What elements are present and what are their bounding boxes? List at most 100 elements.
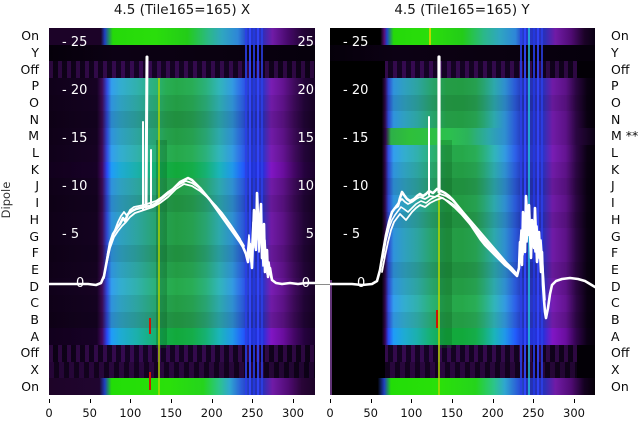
heatmap-row	[49, 178, 315, 195]
dipole-label-right: G	[611, 228, 621, 244]
vertical-marker-line	[149, 318, 151, 334]
dipole-label-right: I	[611, 194, 615, 210]
heatmap-row	[49, 128, 315, 145]
heatmap-row	[49, 361, 315, 379]
heatmap-row	[49, 194, 315, 212]
ytick-label-inside: - 20	[62, 83, 88, 99]
bandpass-trace	[144, 55, 149, 209]
ytick-label-inside: 15	[297, 131, 314, 147]
ytick-label-inside: 20	[297, 83, 314, 99]
heatmap-row	[49, 61, 315, 79]
bandpass-traces	[330, 55, 595, 320]
ytick-label-inside: 0	[301, 276, 310, 292]
vertical-marker-line	[429, 28, 431, 45]
xtick-mark	[492, 398, 494, 403]
xtick-mark	[89, 398, 91, 403]
ytick-label-inside: - 5	[62, 227, 80, 243]
dipole-label-right: X	[611, 361, 620, 377]
xtick-mark	[574, 398, 576, 403]
dipole-label-right: On	[611, 378, 629, 394]
dipole-label-right: Y	[611, 44, 619, 60]
vertical-marker-line	[155, 140, 167, 348]
heatmap-row	[49, 78, 315, 95]
ytick-label-inside: 25	[297, 35, 314, 51]
dipole-label-left: On	[21, 28, 39, 44]
dipole-label-left: P	[31, 78, 39, 94]
dipole-label-left: K	[30, 161, 39, 177]
vertical-marker-line	[245, 28, 247, 395]
vertical-marker-line	[158, 78, 160, 395]
dipole-label-right: C	[611, 295, 620, 310]
xtick-mark	[171, 398, 173, 403]
bandpass-traces	[49, 55, 315, 287]
xtick-mark	[533, 398, 535, 403]
xtick-mark	[411, 398, 413, 403]
bandpass-trace	[103, 180, 245, 279]
xtick-label: 100	[400, 406, 423, 420]
bandpass-trace	[246, 205, 272, 279]
dipole-label-right: N	[611, 111, 621, 127]
heatmap-row	[49, 378, 315, 395]
dipole-label-left: D	[29, 278, 39, 294]
heatmap-row	[49, 161, 315, 179]
ytick-label-inside: - 15	[343, 131, 369, 147]
ytick-label-inside: - 10	[343, 179, 369, 195]
xtick-label: 50	[82, 406, 98, 420]
dipole-label-right: B	[611, 311, 620, 327]
vertical-marker-line	[330, 280, 332, 395]
dipole-label-right: F	[611, 244, 619, 260]
bandpass-trace	[49, 176, 315, 287]
xtick-mark	[330, 398, 332, 403]
bandpass-trace	[381, 197, 515, 273]
dipole-label-left: G	[29, 228, 39, 244]
vertical-marker-line	[520, 28, 522, 395]
bandpass-trace	[330, 187, 595, 320]
xtick-mark	[293, 398, 295, 403]
ytick-label-inside: - 20	[343, 83, 369, 99]
dipole-label-left: O	[29, 94, 39, 110]
xtick-label: 150	[160, 406, 182, 420]
xtick-mark	[452, 398, 454, 403]
xtick-mark	[370, 398, 372, 403]
xtick-mark	[49, 398, 51, 403]
heatmap-row	[49, 328, 315, 346]
heatmap-row	[49, 28, 315, 45]
xtick-label: 300	[563, 406, 585, 420]
heatmap-row	[49, 261, 315, 279]
dipole-label-left: L	[32, 144, 39, 160]
heatmap-row	[49, 311, 315, 329]
heatmap-row	[49, 94, 315, 112]
dipole-label-right: A	[611, 328, 620, 344]
dipole-label-right: L	[611, 144, 618, 160]
xtick-label: 250	[241, 406, 264, 420]
heatmap-row	[49, 278, 315, 295]
heatmap-row	[49, 44, 315, 62]
heatmap-row	[49, 111, 315, 129]
ytick-label-inside: 0	[76, 276, 85, 292]
xtick-label: 200	[481, 406, 504, 420]
xtick-label: 50	[363, 406, 379, 420]
xtick-mark	[130, 398, 132, 403]
bandpass-trace	[518, 209, 546, 301]
xtick-label: 100	[119, 406, 142, 420]
panel-title-x: 4.5 (Tile165=165) X	[113, 2, 251, 18]
ytick-label-inside: - 5	[343, 227, 361, 243]
heatmap-row	[49, 295, 315, 312]
dipole-label-right: K	[611, 161, 620, 177]
ytick-label-inside: 0	[357, 276, 366, 292]
dipole-label-left: J	[35, 178, 39, 194]
heatmap-row	[49, 345, 315, 362]
dipole-label-left: F	[31, 244, 39, 260]
xtick-label: 300	[282, 406, 304, 420]
ytick-label-inside: - 25	[343, 35, 369, 51]
dipole-label-left: Off	[20, 61, 39, 77]
dipole-label-left: I	[35, 194, 39, 210]
ytick-label-inside: 5	[305, 227, 314, 243]
xtick-label: 250	[522, 406, 545, 420]
ytick-label-inside: 10	[297, 179, 314, 195]
dipole-label-left: C	[30, 295, 39, 310]
zero-line-connector	[313, 283, 332, 285]
dipole-label-right: O	[611, 94, 621, 110]
dipole-label-left: B	[30, 311, 39, 327]
